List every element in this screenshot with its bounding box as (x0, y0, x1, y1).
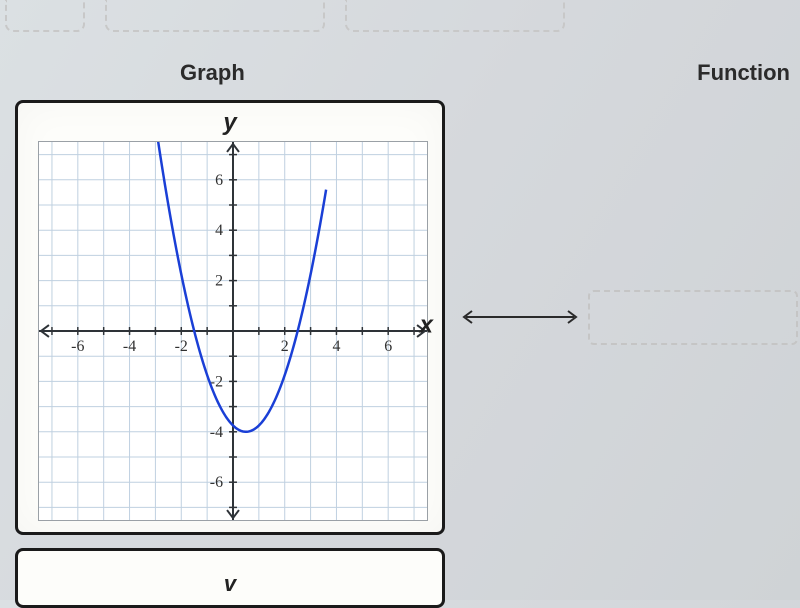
next-chart-frame-peek: v (15, 548, 445, 608)
top-dropzone-row (0, 0, 800, 45)
coordinate-plane: -6-4-2246-6-4-2246 (39, 142, 427, 520)
svg-text:2: 2 (281, 338, 289, 355)
chart-area: -6-4-2246-6-4-2246 x (38, 141, 428, 521)
top-dropzone-2[interactable] (105, 0, 325, 32)
x-axis-label: x (420, 311, 433, 339)
header-row: Graph Function (0, 60, 800, 100)
svg-text:-6: -6 (210, 474, 223, 491)
svg-text:4: 4 (332, 338, 340, 355)
chart-frame: y -6-4-2246-6-4-2246 x (15, 100, 445, 535)
svg-text:-6: -6 (71, 338, 84, 355)
y-axis-label: y (223, 109, 236, 137)
graph-column-header: Graph (180, 60, 245, 86)
top-dropzone-1[interactable] (5, 0, 85, 32)
mapping-arrow (460, 305, 580, 329)
svg-text:6: 6 (215, 172, 223, 189)
svg-text:6: 6 (384, 338, 392, 355)
svg-text:4: 4 (215, 222, 223, 239)
top-dropzone-3[interactable] (345, 0, 565, 32)
svg-text:-2: -2 (175, 338, 188, 355)
function-column-header: Function (697, 60, 790, 86)
svg-text:2: 2 (215, 273, 223, 290)
svg-text:-4: -4 (123, 338, 136, 355)
svg-text:-4: -4 (210, 424, 223, 441)
function-drop-zone[interactable] (588, 290, 798, 345)
